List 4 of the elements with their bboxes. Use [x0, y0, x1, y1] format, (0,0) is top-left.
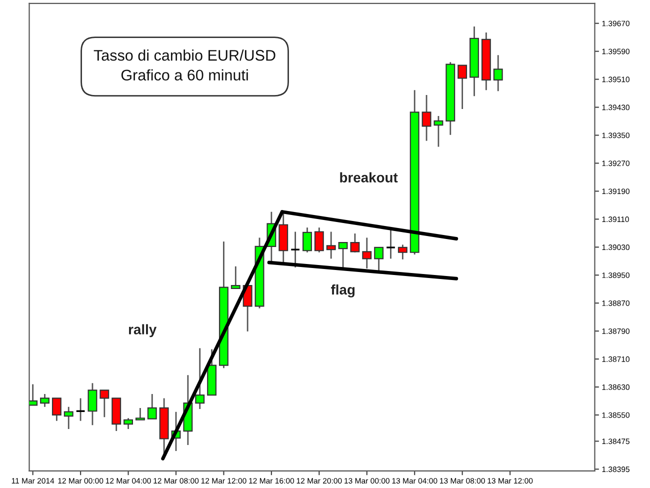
annotation: Tasso di cambio EUR/USD Grafico a 60 minuti — [94, 50, 276, 81]
annotation: flag — [330, 284, 355, 298]
annotation: rally — [128, 324, 157, 338]
annotation: breakout — [340, 172, 398, 182]
